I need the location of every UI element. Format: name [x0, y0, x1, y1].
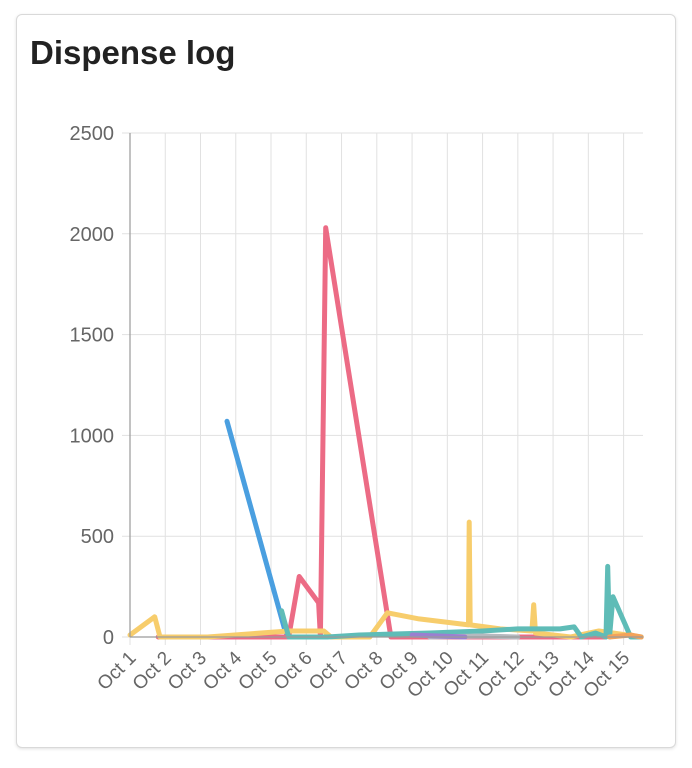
x-tick-label: Oct 4 — [199, 647, 246, 694]
x-tick-label: Oct 3 — [164, 648, 211, 695]
series-line-2 — [155, 225, 609, 640]
series-line-4 — [279, 563, 644, 640]
series-line-7 — [607, 632, 644, 640]
y-tick-label: 500 — [81, 526, 114, 548]
y-tick-label: 2500 — [70, 123, 115, 145]
grid — [122, 132, 643, 645]
card-title: Dispense log — [30, 34, 236, 71]
x-tick-label: Oct 7 — [305, 648, 352, 695]
x-tick-label: Oct 6 — [270, 648, 317, 695]
y-tick-label: 1000 — [70, 425, 115, 447]
x-tick-label: Oct 8 — [340, 648, 387, 695]
y-tick-label: 1500 — [70, 325, 115, 347]
series-line-1 — [224, 418, 320, 640]
x-tick-label: Oct 1 — [94, 648, 141, 695]
y-tick-label: 0 — [103, 627, 114, 649]
series-line-3 — [127, 519, 644, 640]
series-lines — [127, 225, 644, 640]
x-tick-label: Oct 5 — [235, 648, 282, 695]
y-tick-label: 2000 — [70, 224, 115, 246]
x-tick-label: Oct 2 — [129, 648, 176, 695]
